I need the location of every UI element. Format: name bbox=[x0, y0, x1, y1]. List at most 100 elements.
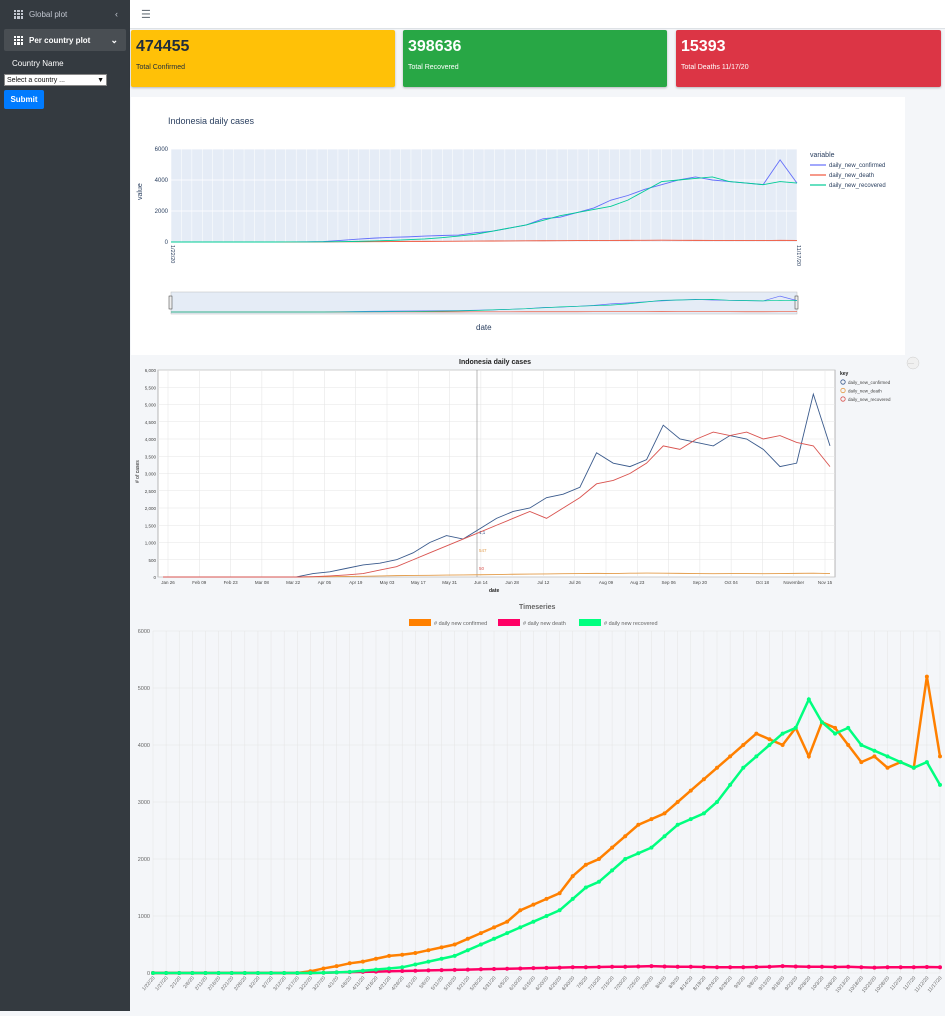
x-tick-label: Jan 26 bbox=[161, 580, 175, 585]
submit-button[interactable]: Submit bbox=[4, 90, 44, 109]
y-tick-label: 1000 bbox=[138, 914, 150, 920]
data-point bbox=[689, 965, 693, 969]
data-point bbox=[571, 965, 575, 969]
data-point bbox=[558, 891, 562, 895]
data-point bbox=[715, 800, 719, 804]
data-point bbox=[781, 732, 785, 736]
data-point bbox=[767, 737, 771, 741]
y-tick-label: 2000 bbox=[155, 209, 169, 215]
legend-label: daily_new_death bbox=[829, 173, 874, 179]
data-point bbox=[728, 783, 732, 787]
data-point bbox=[164, 971, 168, 975]
data-point bbox=[610, 868, 614, 872]
data-point bbox=[545, 966, 549, 970]
d3-line-chart[interactable]: Indonesia daily cases 05001,0001,5002,00… bbox=[131, 355, 921, 600]
data-point bbox=[387, 966, 391, 970]
data-point bbox=[794, 964, 798, 968]
data-point bbox=[623, 857, 627, 861]
data-point bbox=[413, 962, 417, 966]
x-tick-label: 9/3/20 bbox=[733, 975, 747, 990]
timeseries-line-chart[interactable]: Timeseries # daily new confirmed# daily … bbox=[131, 600, 945, 1011]
data-point bbox=[466, 937, 470, 941]
data-point bbox=[348, 970, 352, 974]
data-point bbox=[479, 931, 483, 935]
data-point bbox=[636, 851, 640, 855]
country-select[interactable]: Select a country ... ▼ bbox=[4, 74, 107, 86]
legend-title: key bbox=[840, 371, 849, 377]
range-slider-handle-left[interactable] bbox=[169, 296, 172, 309]
x-tick-label: 6/30/20 bbox=[561, 975, 576, 992]
x-tick-label: 1/27/20 bbox=[154, 975, 169, 992]
data-point bbox=[938, 754, 942, 758]
data-point bbox=[623, 834, 627, 838]
x-tick-label: Apr 05 bbox=[318, 580, 332, 585]
chevron-left-icon: ‹ bbox=[115, 9, 118, 19]
legend-label: daily_new_confirmed bbox=[829, 163, 885, 169]
range-slider[interactable] bbox=[171, 292, 797, 314]
sidebar-item-global-plot[interactable]: Global plot ‹ bbox=[0, 3, 130, 25]
data-point bbox=[374, 957, 378, 961]
total-recovered-value: 398636 bbox=[408, 38, 461, 56]
data-point bbox=[518, 925, 522, 929]
data-point bbox=[531, 920, 535, 924]
x-axis-label: date bbox=[476, 323, 492, 332]
x-tick-label: 7/25/20 bbox=[627, 975, 642, 992]
data-point bbox=[256, 971, 260, 975]
data-point bbox=[741, 766, 745, 770]
x-tick-label: Jul 12 bbox=[537, 580, 550, 585]
data-point bbox=[426, 968, 430, 972]
x-tick-label: Mar 08 bbox=[255, 580, 270, 585]
x-tick-label: 6/10/20 bbox=[508, 975, 523, 992]
data-point bbox=[715, 766, 719, 770]
x-tick-label: 4/16/20 bbox=[364, 975, 379, 992]
hamburger-icon[interactable]: ☰ bbox=[141, 8, 151, 21]
y-tick-label: 4,500 bbox=[145, 420, 157, 425]
y-tick-label: 6000 bbox=[138, 629, 150, 635]
x-tick-label: 6/20/20 bbox=[535, 975, 550, 992]
sidebar: Global plot ‹ Per country plot ⌄ Country… bbox=[0, 0, 130, 1011]
data-point bbox=[728, 965, 732, 969]
sidebar-item-label: Per country plot bbox=[29, 36, 90, 45]
grid-icon bbox=[14, 36, 23, 45]
data-point bbox=[492, 967, 496, 971]
legend-swatch bbox=[841, 388, 845, 392]
data-point bbox=[413, 951, 417, 955]
range-slider-handle-right[interactable] bbox=[795, 296, 798, 309]
data-point bbox=[361, 960, 365, 964]
timeseries-chart-panel: Timeseries # daily new confirmed# daily … bbox=[131, 600, 945, 1011]
chevron-down-icon: ⌄ bbox=[110, 35, 118, 46]
x-tick-label: 3/27/20 bbox=[312, 975, 327, 992]
y-tick-label: 2,500 bbox=[145, 489, 157, 494]
data-point bbox=[886, 766, 890, 770]
x-tick-label: Oct 18 bbox=[756, 580, 770, 585]
legend-label: # daily new confirmed bbox=[434, 621, 487, 627]
data-point bbox=[217, 971, 221, 975]
data-point bbox=[833, 732, 837, 736]
x-axis-label: date bbox=[489, 588, 500, 594]
data-point bbox=[518, 966, 522, 970]
data-point bbox=[597, 857, 601, 861]
x-tick-label: 8/4/20 bbox=[655, 975, 669, 990]
y-tick-label: 0 bbox=[153, 575, 156, 580]
sidebar-item-per-country-plot[interactable]: Per country plot ⌄ bbox=[4, 29, 126, 51]
data-point bbox=[649, 846, 653, 850]
data-point bbox=[558, 966, 562, 970]
data-point bbox=[872, 749, 876, 753]
y-tick-label: 3,000 bbox=[145, 472, 157, 477]
x-tick-label: 2/26/20 bbox=[233, 975, 248, 992]
x-tick-label: Jun 14 bbox=[474, 580, 488, 585]
data-point bbox=[925, 965, 929, 969]
total-deaths-card: 15393 Total Deaths 11/17/20 bbox=[676, 30, 941, 87]
data-point bbox=[453, 943, 457, 947]
data-point bbox=[807, 965, 811, 969]
y-tick-label: 5,000 bbox=[145, 403, 157, 408]
data-point bbox=[859, 965, 863, 969]
data-point bbox=[584, 965, 588, 969]
data-point bbox=[872, 754, 876, 758]
x-tick-label: 5/21/20 bbox=[456, 975, 471, 992]
chart-title: Indonesia daily cases bbox=[168, 116, 255, 126]
data-point bbox=[466, 968, 470, 972]
data-point bbox=[400, 969, 404, 973]
data-point bbox=[702, 811, 706, 815]
